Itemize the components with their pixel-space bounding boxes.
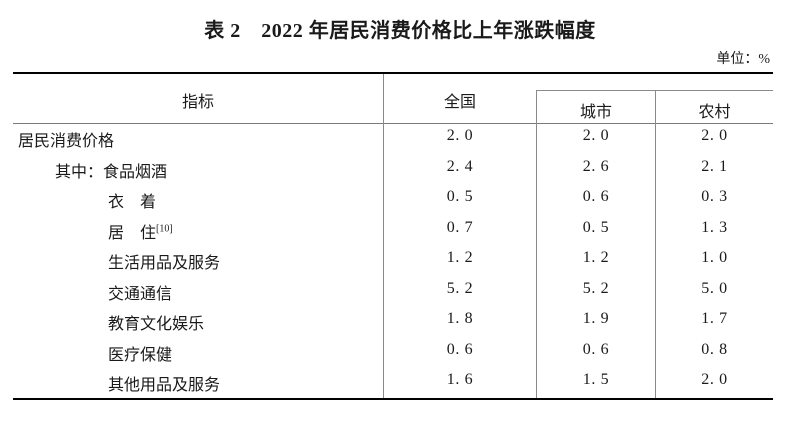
- row-label: 医疗保健: [108, 346, 173, 364]
- table-row: 交通通信 5. 2 5. 2 5. 0: [13, 277, 773, 308]
- cell-urban: 2. 6: [582, 157, 610, 175]
- table-row: 教育文化娱乐 1. 8 1. 9 1. 7: [13, 307, 773, 338]
- table-row: 居 住[10] 0. 7 0. 5 1. 3: [13, 216, 773, 247]
- row-label: 衣 着: [108, 194, 157, 211]
- column-divider-rural: [655, 90, 656, 398]
- cell-urban: 1. 5: [582, 371, 610, 388]
- cell-rural: 2. 1: [701, 157, 728, 175]
- row-label: 居民消费价格: [18, 133, 115, 150]
- cell-rural: 1. 0: [701, 249, 728, 266]
- column-header-indicator: 指标: [181, 94, 214, 111]
- table-row: 生活用品及服务 1. 2 1. 2 1. 0: [13, 246, 773, 277]
- cell-urban: 2. 0: [582, 127, 610, 144]
- table-row: 其中：食品烟酒 2. 4 2. 6 2. 1: [13, 155, 773, 186]
- cell-rural: 0. 3: [701, 188, 728, 205]
- row-label: 居 住[10]: [108, 223, 173, 242]
- cell-urban: 0. 5: [582, 218, 610, 236]
- cell-urban: 0. 6: [582, 188, 610, 205]
- table-top-rule: [13, 72, 773, 74]
- table-bottom-rule: [13, 398, 773, 400]
- subheader-top-rule: [536, 90, 773, 91]
- column-divider-indicator: [383, 74, 384, 398]
- cell-rural: 0. 8: [701, 340, 728, 358]
- cell-national: 0. 5: [446, 188, 474, 205]
- cell-urban: 5. 2: [582, 279, 610, 297]
- cell-national: 0. 7: [446, 218, 474, 236]
- table-row: 其他用品及服务 1. 6 1. 5 2. 0: [13, 368, 773, 399]
- cell-rural: 1. 3: [701, 218, 728, 236]
- column-header-rural: 农村: [698, 104, 731, 121]
- table-row: 居民消费价格 2. 0 2. 0 2. 0: [13, 124, 773, 155]
- column-header-national: 全国: [443, 94, 476, 111]
- cell-rural: 2. 0: [701, 371, 728, 388]
- cell-urban: 0. 6: [582, 340, 610, 358]
- cell-national: 5. 2: [446, 279, 474, 297]
- row-label: 其中：食品烟酒: [55, 163, 168, 181]
- cell-urban: 1. 9: [582, 310, 610, 327]
- cell-rural: 5. 0: [701, 279, 728, 297]
- table-row: 医疗保健 0. 6 0. 6 0. 8: [13, 338, 773, 369]
- cell-national: 2. 4: [446, 157, 474, 175]
- cell-national: 1. 6: [446, 371, 474, 388]
- cell-urban: 1. 2: [582, 249, 610, 266]
- cell-rural: 1. 7: [701, 310, 728, 327]
- column-divider-urban: [536, 90, 537, 398]
- column-header-urban: 城市: [579, 104, 612, 121]
- cell-national: 1. 2: [446, 249, 474, 266]
- footnote-marker: [10]: [156, 223, 173, 235]
- table-body: 居民消费价格 2. 0 2. 0 2. 0 其中：食品烟酒 2. 4 2. 6 2. 1 衣 着…: [13, 124, 773, 399]
- row-label: 其他用品及服务: [108, 377, 221, 394]
- cpi-table: 指标 全国 城市 农村 居民消费价格 2. 0 2. 0 2. 0 其中：食品烟酒 2. …: [13, 72, 773, 400]
- table-row: 衣 着 0. 5 0. 6 0. 3: [13, 185, 773, 216]
- row-label: 教育文化娱乐: [108, 316, 205, 333]
- cell-rural: 2. 0: [701, 127, 728, 144]
- cell-national: 2. 0: [446, 127, 474, 144]
- cell-national: 0. 6: [446, 340, 474, 358]
- header-separator-rule: [13, 123, 773, 124]
- cell-national: 1. 8: [446, 310, 474, 327]
- row-label: 生活用品及服务: [108, 255, 221, 272]
- row-label: 交通通信: [108, 285, 173, 303]
- page-title: 表 2 2022 年居民消费价格比上年涨跌幅度: [0, 14, 800, 43]
- unit-note: 单位：%: [716, 52, 770, 67]
- page-title-text: 表 2 2022 年居民消费价格比上年涨跌幅度: [204, 20, 596, 42]
